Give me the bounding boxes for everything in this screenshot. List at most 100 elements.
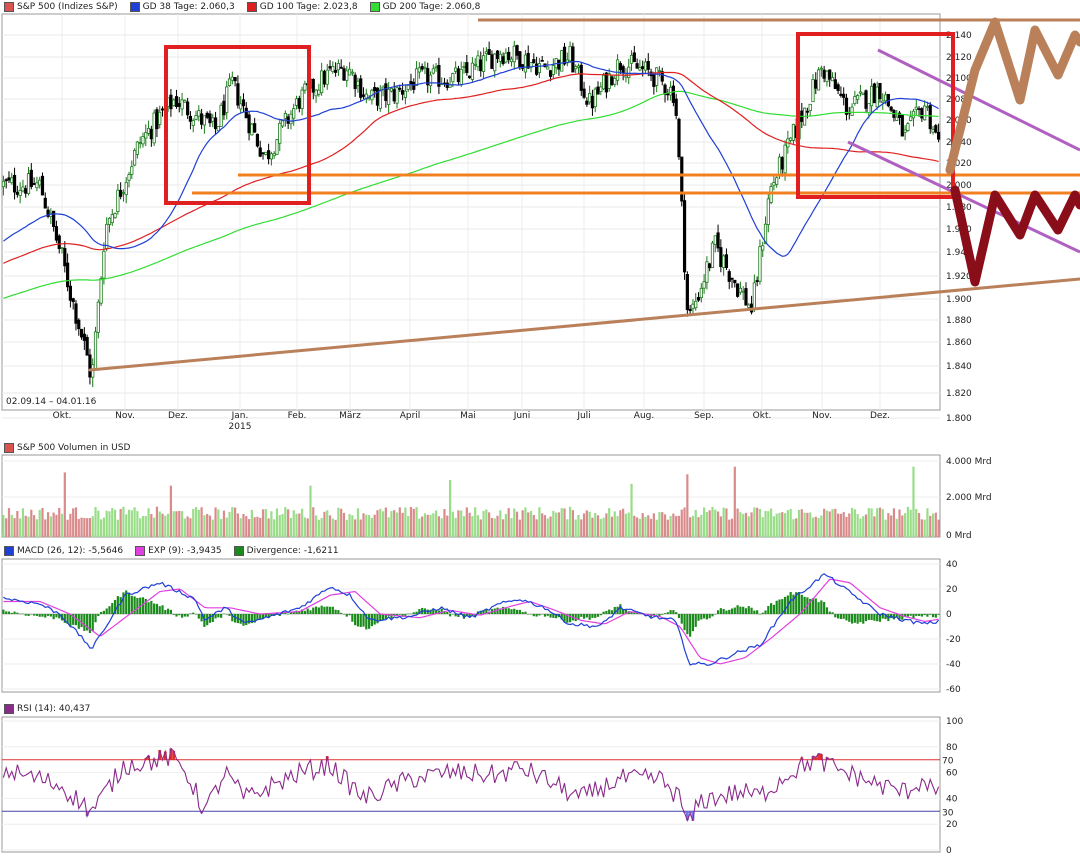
divergence-bar	[153, 603, 156, 614]
volume-bar	[250, 509, 253, 537]
divergence-bar	[677, 614, 681, 619]
divergence-bar	[259, 614, 262, 620]
price-candle-body	[183, 100, 187, 103]
divergence-bar	[792, 594, 795, 614]
volume-bar	[569, 506, 572, 537]
price-candle-body	[685, 274, 689, 310]
price-candle-body	[777, 156, 782, 176]
volume-bar	[739, 512, 742, 537]
price-candle-body	[311, 79, 315, 93]
divergence-bar	[100, 611, 103, 614]
macd-y-tick-label: -20	[946, 635, 961, 645]
volume-bar	[630, 483, 633, 537]
volume-bar	[323, 511, 326, 537]
divergence-bar	[197, 614, 200, 619]
price-candle-body	[144, 132, 148, 139]
volume-bar	[502, 519, 505, 537]
divergence-bar	[901, 614, 904, 620]
volume-bar	[652, 513, 655, 537]
price-candle-body	[613, 78, 617, 85]
divergence-bar	[172, 614, 175, 615]
price-candle-body	[532, 59, 536, 64]
volume-bar	[415, 507, 418, 537]
price-candle-body	[375, 87, 380, 106]
volume-bar	[474, 507, 477, 537]
volume-bar	[94, 507, 97, 537]
divergence-bar	[781, 599, 784, 614]
volume-bar	[527, 512, 530, 537]
divergence-bar	[460, 614, 463, 615]
volume-bar	[714, 509, 717, 537]
rsi-overbought-fill	[163, 751, 167, 760]
volume-bar	[742, 513, 745, 537]
divergence-bar	[97, 614, 100, 617]
rsi-line	[2, 747, 940, 822]
price-candle-body	[911, 110, 916, 119]
volume-bar	[27, 516, 30, 537]
price-candle-body	[93, 331, 98, 369]
volume-bar	[390, 511, 393, 537]
divergence-bar	[825, 607, 829, 614]
divergence-bar	[839, 614, 842, 620]
price-candle-body	[599, 86, 603, 93]
price-y-tick-label: 1.880	[946, 316, 972, 326]
price-candle-body	[758, 246, 762, 282]
price-candle-body	[816, 69, 821, 91]
price-x-tick-label: Okt.	[753, 411, 772, 421]
rsi-level-high-label: 70	[942, 757, 954, 767]
price-candle-body	[588, 92, 592, 103]
volume-bar	[672, 513, 675, 537]
price-candle-body	[582, 88, 586, 98]
rsi-oversold-fill	[685, 811, 689, 821]
price-candle-body	[507, 51, 511, 61]
volume-bar	[931, 513, 935, 537]
price-candle-body	[211, 117, 215, 122]
price-candle-body	[699, 287, 703, 298]
rsi-legend: RSI (14): 40,437	[4, 704, 90, 714]
divergence-bar	[758, 613, 762, 615]
price-candle-body	[7, 177, 11, 181]
volume-bar	[275, 508, 279, 537]
volume-plot-area	[1, 454, 941, 538]
divergence-bar	[783, 596, 787, 614]
price-candle-body	[643, 61, 648, 71]
price-y-tick-label: 1.900	[946, 295, 972, 305]
volume-bar	[839, 513, 842, 537]
price-candle-body	[590, 95, 595, 109]
divergence-bar	[19, 613, 22, 615]
divergence-bar	[21, 613, 25, 615]
volume-bar	[38, 509, 41, 537]
volume-bar	[13, 518, 16, 537]
volume-bar	[337, 507, 340, 537]
divergence-bar	[661, 614, 664, 615]
divergence-bar	[873, 614, 876, 621]
volume-bar	[814, 516, 817, 537]
price-candle-body	[537, 63, 541, 73]
legend-sp500: S&P 500 (Indizes S&P)	[4, 2, 118, 12]
price-candle-body	[490, 54, 494, 69]
divergence-bar	[133, 596, 136, 614]
divergence-bar	[105, 608, 108, 614]
volume-bar	[206, 513, 209, 537]
volume-bar	[602, 517, 605, 537]
divergence-bar	[747, 606, 750, 614]
divergence-bar	[828, 611, 831, 614]
price-candle-body	[74, 303, 78, 324]
volume-bar	[828, 511, 831, 537]
price-candle-body	[269, 153, 273, 160]
volume-bar	[666, 519, 669, 537]
divergence-bar	[859, 614, 862, 623]
divergence-bar	[222, 613, 226, 615]
divergence-bar	[789, 591, 792, 614]
divergence-bar	[881, 614, 884, 619]
volume-bar	[342, 512, 346, 537]
volume-bar	[88, 518, 92, 537]
volume-bar	[708, 510, 711, 537]
price-candle-body	[568, 45, 572, 62]
volume-bar	[10, 514, 13, 537]
divergence-bar	[823, 601, 826, 614]
price-candle-body	[454, 67, 458, 72]
divergence-bar	[596, 614, 600, 617]
divergence-bar	[211, 614, 214, 623]
price-candle-body	[867, 102, 871, 113]
